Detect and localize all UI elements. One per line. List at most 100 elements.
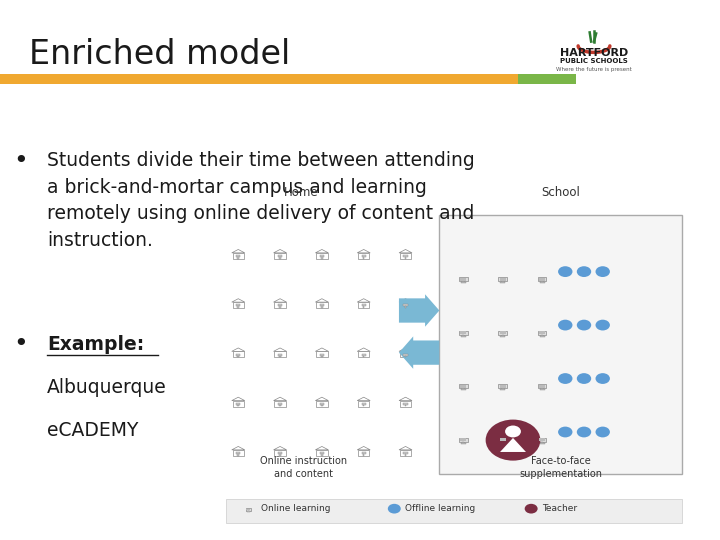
Bar: [316, 450, 328, 456]
Bar: [361, 403, 366, 405]
Polygon shape: [399, 348, 412, 352]
Bar: [403, 354, 408, 356]
Circle shape: [505, 426, 521, 437]
Text: Enriched model: Enriched model: [29, 38, 290, 71]
Polygon shape: [274, 397, 287, 401]
Bar: [541, 442, 543, 443]
Bar: [403, 403, 408, 405]
Circle shape: [485, 420, 541, 461]
Bar: [405, 405, 406, 406]
Text: Face-to-face
supplementation: Face-to-face supplementation: [519, 456, 602, 479]
Polygon shape: [232, 447, 245, 450]
Bar: [500, 332, 506, 334]
Bar: [363, 306, 364, 308]
Bar: [400, 352, 411, 357]
Bar: [233, 401, 244, 407]
Bar: [400, 401, 411, 407]
Polygon shape: [399, 397, 412, 401]
Bar: [498, 330, 507, 335]
Circle shape: [558, 266, 572, 277]
Bar: [320, 255, 324, 257]
FancyArrow shape: [399, 336, 439, 369]
Bar: [236, 354, 240, 356]
Bar: [361, 305, 366, 306]
Polygon shape: [357, 348, 370, 352]
Bar: [238, 306, 239, 308]
Polygon shape: [274, 447, 287, 450]
Bar: [538, 277, 546, 281]
Bar: [274, 450, 286, 456]
Bar: [236, 452, 240, 454]
Bar: [539, 438, 545, 441]
Bar: [459, 330, 467, 335]
Bar: [316, 302, 328, 308]
Bar: [539, 389, 545, 390]
Bar: [500, 385, 506, 388]
Bar: [502, 281, 504, 282]
Bar: [498, 384, 507, 388]
Bar: [238, 405, 239, 406]
Circle shape: [525, 504, 538, 514]
Bar: [500, 336, 505, 337]
Circle shape: [388, 504, 401, 514]
Bar: [278, 403, 282, 405]
Bar: [405, 356, 406, 357]
Bar: [459, 384, 467, 388]
Text: School: School: [541, 186, 580, 199]
Bar: [363, 257, 364, 259]
Polygon shape: [274, 348, 287, 352]
Polygon shape: [357, 299, 370, 302]
Bar: [361, 255, 366, 257]
Text: Example:: Example:: [47, 335, 144, 354]
Bar: [539, 278, 545, 281]
Bar: [320, 305, 324, 306]
Bar: [316, 401, 328, 407]
Bar: [462, 335, 464, 336]
Bar: [460, 332, 467, 334]
Polygon shape: [232, 348, 245, 352]
Bar: [0, 74, 518, 84]
Polygon shape: [232, 249, 245, 253]
Bar: [238, 257, 239, 259]
Polygon shape: [399, 447, 412, 450]
Circle shape: [595, 427, 610, 437]
Bar: [278, 305, 282, 306]
Text: Online learning: Online learning: [261, 504, 330, 513]
Text: PUBLIC SCHOOLS: PUBLIC SCHOOLS: [560, 58, 628, 64]
Bar: [316, 352, 328, 357]
Bar: [361, 354, 366, 356]
Bar: [462, 388, 464, 389]
Bar: [502, 388, 504, 389]
Bar: [462, 442, 464, 443]
Bar: [321, 306, 323, 308]
Bar: [400, 302, 411, 308]
Bar: [500, 282, 505, 284]
Bar: [498, 277, 507, 281]
Circle shape: [595, 373, 610, 384]
Bar: [539, 336, 545, 337]
Bar: [233, 450, 244, 456]
Bar: [403, 255, 408, 257]
Bar: [538, 437, 546, 442]
Text: Where the future is present: Where the future is present: [556, 66, 632, 72]
Bar: [461, 389, 466, 390]
Polygon shape: [500, 438, 526, 452]
Bar: [498, 437, 507, 442]
Bar: [405, 306, 406, 308]
Bar: [274, 352, 286, 357]
Polygon shape: [274, 299, 287, 302]
Bar: [500, 389, 505, 390]
Bar: [403, 305, 408, 306]
Bar: [279, 306, 281, 308]
Bar: [403, 452, 408, 454]
Polygon shape: [274, 249, 287, 253]
Bar: [321, 405, 323, 406]
Bar: [518, 74, 576, 84]
Circle shape: [577, 373, 591, 384]
Bar: [246, 508, 251, 511]
Bar: [238, 356, 239, 357]
Text: Online instruction
and content: Online instruction and content: [261, 456, 348, 479]
Bar: [539, 443, 545, 444]
Bar: [462, 281, 464, 282]
Bar: [405, 257, 406, 259]
